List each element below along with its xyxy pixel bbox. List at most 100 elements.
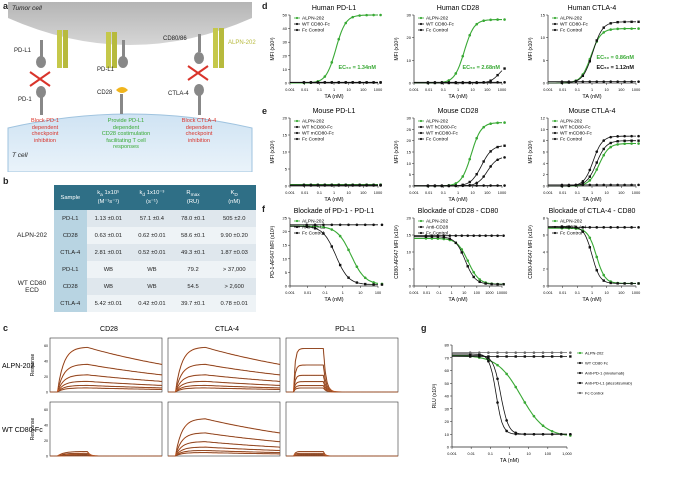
- data-point: [623, 20, 626, 24]
- data-point: [380, 283, 384, 286]
- group-label: ALPN-202: [10, 210, 54, 261]
- data-point: [344, 21, 348, 25]
- data-point: [602, 147, 605, 151]
- data-point: [581, 182, 585, 185]
- data-point: [478, 280, 481, 284]
- block-x-left: [29, 71, 51, 87]
- x-tick-label: 0.01: [304, 291, 311, 295]
- legend-label: WT CD80-Fc: [302, 22, 330, 28]
- y-tick-label: 20: [283, 53, 288, 58]
- y-tick-label: 5: [285, 167, 288, 172]
- legend-marker: [553, 22, 557, 26]
- x-tick-label: 1000: [498, 88, 506, 92]
- data-point: [487, 359, 490, 363]
- table-cell: 1.13 ±0.01: [94, 215, 123, 222]
- alpn202-label: ALPN-202: [228, 40, 256, 46]
- y-tick-label: 6: [543, 150, 546, 155]
- x-tick-label: 0.1: [441, 88, 446, 92]
- data-point: [559, 432, 563, 436]
- y-tick-label: 20: [445, 419, 450, 424]
- data-point: [623, 183, 626, 187]
- x-tick-label: 1000: [374, 88, 382, 92]
- spr-col-title: PD-L1: [335, 326, 355, 333]
- data-point: [503, 18, 506, 21]
- pd-l1-left-receptor: [36, 40, 46, 68]
- data-point: [514, 432, 518, 436]
- data-point: [468, 180, 471, 184]
- y-tick-label: 30: [283, 40, 288, 45]
- x-tick-label: 0.01: [467, 452, 474, 456]
- legend-label: WT hCD80-Fc: [302, 125, 333, 131]
- table-cell: 5.42 ±0.01: [94, 300, 123, 307]
- x-tick-label: 1: [457, 88, 459, 92]
- x-tick-label: 0.1: [488, 452, 493, 456]
- panel-letter-d: d: [262, 1, 268, 11]
- data-point: [447, 81, 451, 84]
- data-point: [433, 81, 437, 84]
- data-point: [602, 273, 606, 277]
- data-point: [616, 143, 619, 146]
- legend-marker: [419, 16, 423, 20]
- caption-right: Block CTLA-4 dependent checkpoint inhibitio…: [181, 118, 217, 144]
- data-point: [623, 226, 626, 229]
- data-point: [630, 80, 633, 83]
- data-point: [323, 81, 327, 84]
- data-point: [496, 283, 499, 286]
- legend-marker: [578, 361, 582, 365]
- data-point: [541, 355, 545, 358]
- data-point: [496, 145, 499, 149]
- data-point: [616, 80, 619, 83]
- legend-label: ALPN-202: [426, 16, 448, 22]
- spr-plot-frame: [167, 401, 281, 457]
- y-tick-label: 25: [283, 216, 288, 221]
- legend-marker: [553, 231, 557, 235]
- table-cell: CTLA-4: [54, 244, 87, 261]
- data-point: [595, 161, 598, 164]
- data-point: [503, 156, 506, 159]
- table-cell: 0.62 ±0.01: [138, 232, 166, 239]
- data-point: [372, 281, 375, 284]
- y-axis-label: MFI (x10³): [528, 37, 534, 60]
- y-tick-label: 0: [447, 445, 450, 450]
- table-row: CTLA-4 5.42 ±0.01 0.42 ±0.01 39.7 ±0.1 0.78 …: [10, 295, 256, 312]
- legend-marker: [578, 351, 582, 355]
- spr-ytick: 20: [44, 375, 48, 379]
- data-point: [355, 265, 359, 269]
- legend-label: ALPN-202: [302, 219, 324, 225]
- spr-row-title: ALPN-202: [2, 363, 34, 370]
- data-point: [637, 142, 640, 145]
- data-point: [496, 355, 499, 358]
- data-point: [496, 377, 499, 381]
- data-point: [482, 184, 485, 187]
- x-axis-label: TA (nM): [324, 197, 343, 203]
- ec50-annotation: EC₅₀ = 1.12nM: [596, 65, 634, 71]
- table-row: CD28 WB WB 54.5 > 2,600: [10, 278, 256, 295]
- legend-label: Fc Control: [426, 137, 448, 143]
- data-point: [637, 134, 640, 138]
- data-point: [595, 80, 599, 83]
- x-tick-label: 1: [591, 291, 593, 295]
- data-point: [623, 139, 626, 143]
- legend-marker: [553, 219, 557, 223]
- spr-ytick: 0: [46, 455, 48, 459]
- data-point: [448, 234, 452, 237]
- data-point: [581, 226, 585, 229]
- table-cell: 0.78 ±0.01: [220, 300, 248, 307]
- data-point: [505, 372, 508, 376]
- x-tick-label: 100: [360, 88, 366, 92]
- x-tick-label: 100: [618, 291, 624, 295]
- y-tick-label: 10: [407, 161, 412, 166]
- spr-fit-curve: [50, 385, 162, 393]
- data-point: [468, 81, 472, 84]
- x-tick-label: 1: [451, 291, 453, 295]
- data-point: [489, 150, 492, 153]
- chart-title: Human CTLA-4: [568, 5, 617, 12]
- kinetics-table: Sample ka 1x10⁵ (M⁻¹s⁻¹) kd 1x10⁻³ (s⁻¹) R…: [10, 185, 256, 312]
- data-point: [454, 81, 458, 84]
- x-tick-label: 1,000: [562, 452, 572, 456]
- legend-label: Anti-CD28: [426, 225, 448, 231]
- data-point: [602, 153, 606, 157]
- alpn-left-molecule: [57, 30, 68, 68]
- data-point: [344, 184, 348, 187]
